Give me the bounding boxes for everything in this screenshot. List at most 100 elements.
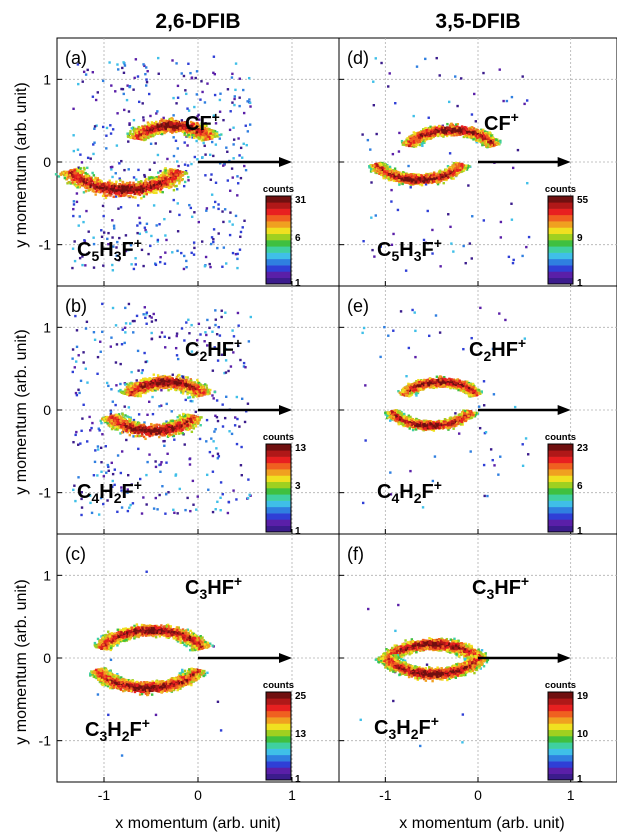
heat-pixel — [111, 175, 114, 179]
heat-pixel — [171, 251, 174, 254]
heat-pixel — [172, 184, 175, 187]
heat-pixel — [140, 197, 143, 200]
heat-pixel — [190, 76, 194, 79]
heat-pixel — [448, 126, 451, 130]
heat-pixel — [208, 127, 211, 131]
heat-pixel — [425, 137, 429, 140]
heat-pixel — [128, 123, 131, 126]
heat-pixel — [454, 75, 457, 78]
heat-pixel — [481, 137, 485, 141]
heat-pixel — [441, 130, 444, 134]
heat-pixel — [200, 80, 203, 83]
heat-pixel — [101, 204, 105, 208]
heat-pixel — [215, 132, 219, 135]
heat-pixel — [144, 72, 147, 76]
heat-pixel — [106, 237, 109, 241]
heat-pixel — [91, 71, 95, 74]
heat-pixel — [77, 166, 80, 169]
heat-pixel — [212, 130, 215, 134]
heat-pixel — [220, 133, 223, 136]
colorbar-tick-label: 6 — [295, 233, 301, 244]
heat-pixel — [130, 191, 133, 194]
heat-pixel — [228, 233, 232, 237]
heat-pixel — [180, 72, 183, 75]
ion-label-part: + — [134, 235, 142, 251]
heat-pixel — [132, 267, 136, 271]
heat-pixel — [471, 215, 474, 218]
heat-pixel — [160, 119, 163, 123]
heat-pixel — [155, 191, 158, 195]
heat-pixel — [203, 138, 207, 141]
heat-pixel — [202, 141, 205, 145]
heat-pixel — [204, 153, 207, 156]
heat-pixel — [394, 101, 397, 105]
heat-pixel — [136, 231, 139, 235]
heat-pixel — [243, 219, 246, 222]
heat-pixel — [151, 124, 154, 128]
heat-pixel — [387, 85, 390, 88]
heat-pixel — [84, 171, 87, 175]
heat-pixel — [249, 105, 252, 108]
heat-pixel — [248, 101, 252, 105]
heat-pixel — [361, 133, 364, 136]
heat-pixel — [505, 99, 509, 103]
heat-pixel — [189, 132, 192, 135]
heat-pixel — [92, 236, 95, 239]
heat-pixel — [172, 154, 176, 158]
heat-pixel — [225, 146, 228, 149]
heat-pixel — [71, 247, 75, 250]
heat-pixel — [82, 171, 85, 174]
heat-pixel — [121, 87, 125, 91]
heat-pixel — [161, 190, 164, 194]
heat-pixel — [83, 239, 86, 242]
heat-pixel — [499, 140, 502, 143]
heat-pixel — [153, 191, 156, 195]
heat-pixel — [415, 65, 419, 68]
heat-pixel — [143, 64, 146, 68]
heat-pixel — [247, 76, 251, 80]
heat-pixel — [176, 177, 180, 181]
heat-pixel — [115, 186, 118, 190]
heat-pixel — [405, 141, 408, 144]
heat-pixel — [424, 126, 427, 130]
panels: -101(a)CF+C5H3F+counts3161(d)CF+C5H3F+co… — [39, 37, 617, 803]
heat-pixel — [139, 136, 142, 139]
heat-pixel — [181, 123, 185, 126]
heat-pixel — [166, 157, 169, 161]
heat-pixel — [421, 142, 424, 145]
heat-pixel — [239, 146, 243, 150]
heat-pixel — [374, 57, 377, 60]
heat-pixel — [372, 80, 375, 83]
heat-pixel — [478, 138, 481, 142]
heat-pixel — [465, 126, 468, 129]
heat-pixel — [105, 147, 108, 150]
heat-pixel — [236, 266, 239, 270]
heat-pixel — [183, 163, 187, 166]
heat-pixel — [452, 250, 455, 253]
heat-pixel — [163, 180, 166, 184]
heat-pixel — [470, 257, 473, 260]
heat-pixel — [435, 126, 438, 129]
heat-pixel — [128, 85, 131, 89]
heat-pixel — [72, 149, 76, 153]
heat-pixel — [210, 236, 214, 239]
heat-pixel — [510, 218, 514, 221]
heat-pixel — [135, 184, 138, 187]
heat-pixel — [164, 167, 167, 170]
heat-pixel — [65, 174, 68, 177]
ion-label-part: 5 — [91, 248, 99, 264]
heat-pixel — [187, 175, 190, 179]
heat-pixel — [75, 192, 79, 195]
heat-pixel — [222, 246, 226, 249]
heat-pixel — [160, 130, 164, 134]
heat-pixel — [176, 188, 179, 191]
heat-pixel — [175, 184, 178, 188]
heat-pixel — [93, 186, 96, 190]
heat-pixel — [100, 235, 104, 239]
heat-pixel — [222, 220, 225, 224]
heat-pixel — [92, 184, 96, 187]
heat-pixel — [485, 144, 488, 147]
heat-pixel — [138, 216, 141, 220]
heat-pixel — [157, 125, 161, 128]
